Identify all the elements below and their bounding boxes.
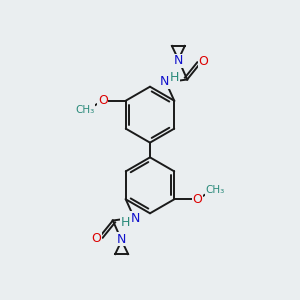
Text: CH₃: CH₃	[76, 105, 95, 115]
Text: O: O	[92, 232, 101, 245]
Text: O: O	[192, 193, 202, 206]
Text: N: N	[131, 212, 140, 225]
Text: N: N	[160, 75, 169, 88]
Text: H: H	[169, 70, 179, 84]
Text: N: N	[174, 54, 183, 68]
Text: N: N	[117, 232, 126, 246]
Text: O: O	[98, 94, 108, 107]
Text: H: H	[121, 216, 130, 230]
Text: O: O	[199, 55, 208, 68]
Text: CH₃: CH₃	[205, 185, 224, 195]
